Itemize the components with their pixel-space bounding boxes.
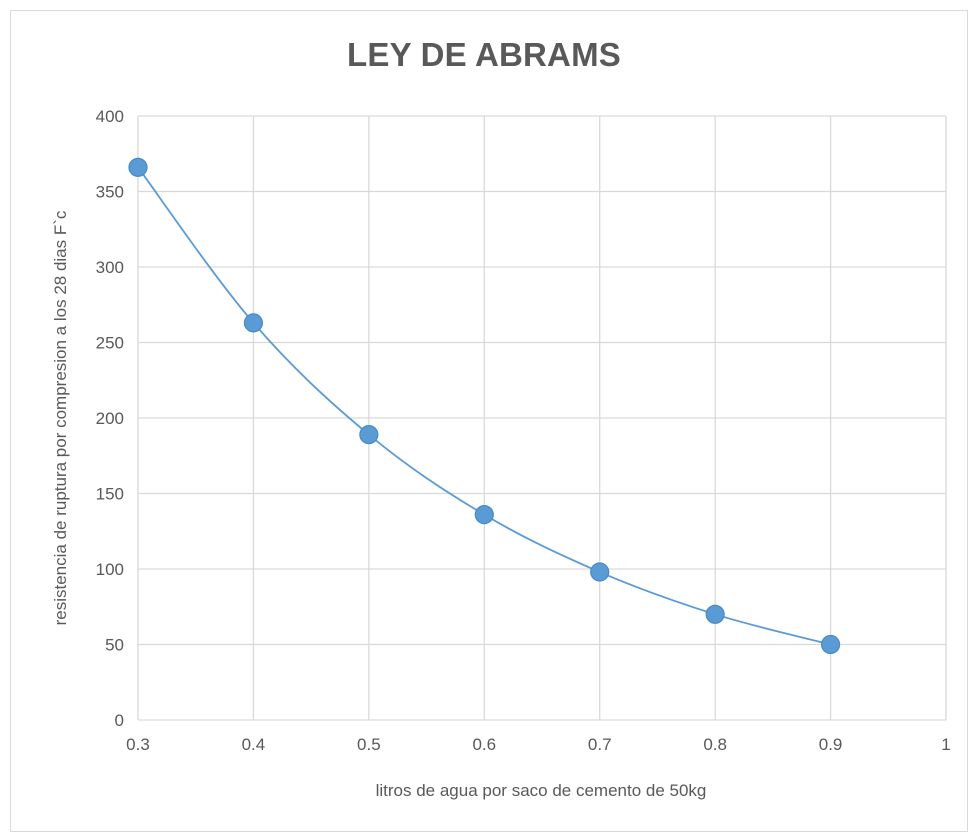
x-tick-label: 0.3 [126, 735, 150, 754]
x-tick-label: 0.7 [588, 735, 612, 754]
y-tick-label: 400 [96, 107, 124, 126]
x-tick-label: 0.8 [703, 735, 727, 754]
tick-labels: 0 50 100 150 200 250 300 350 400 0.3 0.4 0.5 0.6 0.7 0… [96, 107, 951, 754]
data-point [474, 505, 494, 525]
data-point [590, 562, 610, 582]
y-tick-label: 150 [96, 485, 124, 504]
y-tick-label: 300 [96, 258, 124, 277]
x-tick-label: 1 [941, 735, 950, 754]
y-tick-label: 250 [96, 334, 124, 353]
y-axis-title: resistencia de ruptura por compresion a … [51, 210, 70, 625]
y-tick-label: 350 [96, 183, 124, 202]
y-tick-label: 50 [105, 636, 124, 655]
x-axis-title: litros de agua por saco de cemento de 50… [376, 781, 707, 800]
x-tick-label: 0.5 [357, 735, 381, 754]
chart-title: LEY DE ABRAMS [347, 36, 621, 73]
y-tick-label: 100 [96, 560, 124, 579]
data-point [820, 634, 841, 655]
x-tick-label: 0.4 [242, 735, 266, 754]
y-tick-label: 0 [115, 711, 124, 730]
chart-frame [10, 10, 968, 832]
data-point [128, 157, 148, 177]
data-point [243, 313, 264, 333]
grid-lines [137, 115, 947, 721]
x-tick-label: 0.6 [472, 735, 496, 754]
y-tick-label: 200 [96, 409, 124, 428]
x-tick-label: 0.9 [819, 735, 843, 754]
data-point [705, 604, 725, 624]
data-point [359, 425, 379, 445]
data-points [128, 157, 841, 655]
